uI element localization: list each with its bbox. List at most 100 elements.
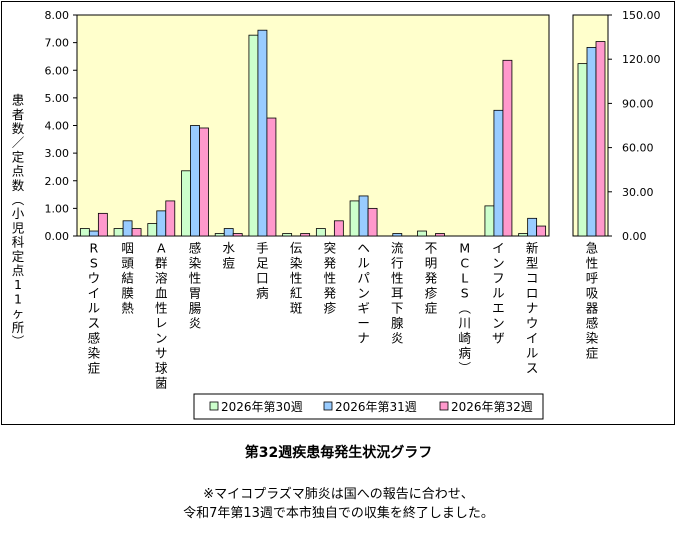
x-tick-label-char: 疹 xyxy=(324,301,337,316)
bar xyxy=(315,228,326,237)
side-x-tick-label-char: 染 xyxy=(586,331,599,346)
y2-tick-label: 150.00 xyxy=(622,9,661,22)
x-tick-label-char: ル xyxy=(492,286,505,301)
x-tick-label-char: エ xyxy=(492,301,505,316)
x-tick-label-char: ン xyxy=(357,286,370,301)
chart-frame xyxy=(1,1,675,425)
x-tick-label-char: サ xyxy=(155,346,168,361)
x-tick-label-char: 感 xyxy=(189,241,202,256)
x-tick-label-char: 血 xyxy=(155,286,168,301)
x-tick-label-char: 病 xyxy=(458,346,471,361)
x-tick-label-char: 行 xyxy=(391,256,404,271)
y-tick-label: 2.00 xyxy=(45,175,70,188)
bar xyxy=(156,210,167,237)
bar xyxy=(97,212,108,237)
x-tick-label-char: ー xyxy=(357,316,370,331)
bar xyxy=(435,233,445,237)
y-axis-label-char: 数 xyxy=(12,178,25,193)
x-tick-label-char: 耳 xyxy=(391,286,404,301)
x-tick-label-char: 胃 xyxy=(189,286,202,301)
x-tick-label-char: 発 xyxy=(324,286,337,301)
x-tick-label-char: C xyxy=(460,256,469,271)
x-tick-label-char: 性 xyxy=(391,271,404,286)
x-tick-label-char: ︶ xyxy=(458,361,471,376)
x-tick-label-char: 手 xyxy=(256,241,269,256)
x-tick-label-char: 斑 xyxy=(290,301,303,316)
x-tick-label-char: 流 xyxy=(391,241,404,256)
y-tick-label: 7.00 xyxy=(45,37,70,50)
bar xyxy=(536,225,547,237)
side-bar xyxy=(586,47,597,237)
bar xyxy=(257,29,268,237)
x-tick-label-char: コ xyxy=(526,271,539,286)
x-tick-label-char: 不 xyxy=(425,241,438,256)
x-tick-label-char: S xyxy=(90,256,98,271)
x-tick-label-char: イ xyxy=(88,286,101,301)
x-tick-label-char: 熱 xyxy=(121,301,134,316)
x-tick-label-char: ル xyxy=(88,301,101,316)
bar xyxy=(232,233,243,237)
side-x-tick-label-char: 性 xyxy=(586,256,599,271)
x-tick-label-char: 結 xyxy=(121,271,134,286)
y2-tick-label: 0.00 xyxy=(622,230,647,243)
x-tick-label-char: 性 xyxy=(189,271,202,286)
y2-tick-label: 90.00 xyxy=(622,97,654,110)
main-plot-area xyxy=(76,14,550,237)
bar xyxy=(113,228,124,237)
side-bar xyxy=(595,41,606,237)
legend-swatch xyxy=(439,401,449,411)
x-tick-label-char: 感 xyxy=(88,331,101,346)
x-tick-label-char: 発 xyxy=(425,271,438,286)
bar xyxy=(79,228,90,237)
x-tick-label-char: フ xyxy=(492,271,505,286)
x-tick-label-char: ン xyxy=(492,316,505,331)
x-tick-label-char: S xyxy=(461,286,469,301)
x-tick-label-char: ス xyxy=(526,361,539,376)
legend-swatch xyxy=(209,401,219,411)
y-axis-label-char: 点 xyxy=(12,263,25,278)
bar xyxy=(266,117,277,237)
legend-entry: 2026年第30週 xyxy=(221,400,303,414)
y-axis-label-char: 児 xyxy=(12,220,25,235)
side-x-tick-label-char: 症 xyxy=(586,346,599,361)
bar xyxy=(181,170,191,237)
x-tick-label-char: ン xyxy=(492,256,505,271)
bar xyxy=(165,200,176,237)
x-tick-label-char: 炎 xyxy=(189,316,202,331)
x-tick-label-char: 球 xyxy=(155,361,168,376)
side-x-tick-label-char: 急 xyxy=(586,241,599,256)
x-tick-label-char: 溶 xyxy=(155,271,168,286)
x-tick-label-char: 口 xyxy=(256,271,269,286)
x-tick-label-char: 染 xyxy=(88,346,101,361)
x-tick-label-char: 頭 xyxy=(121,256,134,271)
side-x-tick-label-char: 器 xyxy=(586,301,599,316)
x-tick-label-char: 病 xyxy=(256,286,269,301)
y-axis-label-char: ヶ xyxy=(12,306,25,321)
x-tick-label-char: ︵ xyxy=(458,301,471,316)
x-tick-label-char: 型 xyxy=(526,256,539,271)
x-tick-label-char: ヘ xyxy=(357,241,370,256)
x-tick-label-char: ウ xyxy=(526,316,539,331)
y-tick-label: 0.00 xyxy=(45,230,70,243)
bar xyxy=(282,233,293,237)
bar xyxy=(300,233,311,237)
x-tick-label-char: 腸 xyxy=(189,301,202,316)
x-tick-label-char: 水 xyxy=(222,241,235,256)
y-axis-label-char: 定 xyxy=(12,249,25,264)
x-tick-label-char: ウ xyxy=(88,271,101,286)
y-axis-label-char: 点 xyxy=(12,164,25,179)
footnote-line-1: ※マイコプラズマ肺炎は国への報告に合わせ、 xyxy=(203,487,474,502)
x-tick-label-char: 突 xyxy=(324,241,337,256)
x-tick-label-char: 川 xyxy=(458,316,471,331)
x-tick-label-char: A xyxy=(157,241,166,256)
y-axis-label-char: 患 xyxy=(12,93,25,108)
side-bar xyxy=(577,63,588,237)
legend-entry: 2026年第31週 xyxy=(335,400,417,414)
y-axis-label-char: 者 xyxy=(12,107,25,122)
x-tick-label-char: ン xyxy=(155,331,168,346)
y-tick-label: 1.00 xyxy=(45,202,70,215)
side-x-tick-label-char: 吸 xyxy=(586,286,599,301)
bar xyxy=(199,127,209,237)
x-tick-label-char: 症 xyxy=(425,301,438,316)
bar xyxy=(358,195,369,237)
